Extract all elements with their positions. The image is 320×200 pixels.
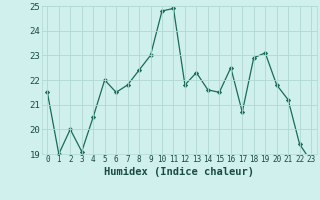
X-axis label: Humidex (Indice chaleur): Humidex (Indice chaleur) — [104, 167, 254, 177]
